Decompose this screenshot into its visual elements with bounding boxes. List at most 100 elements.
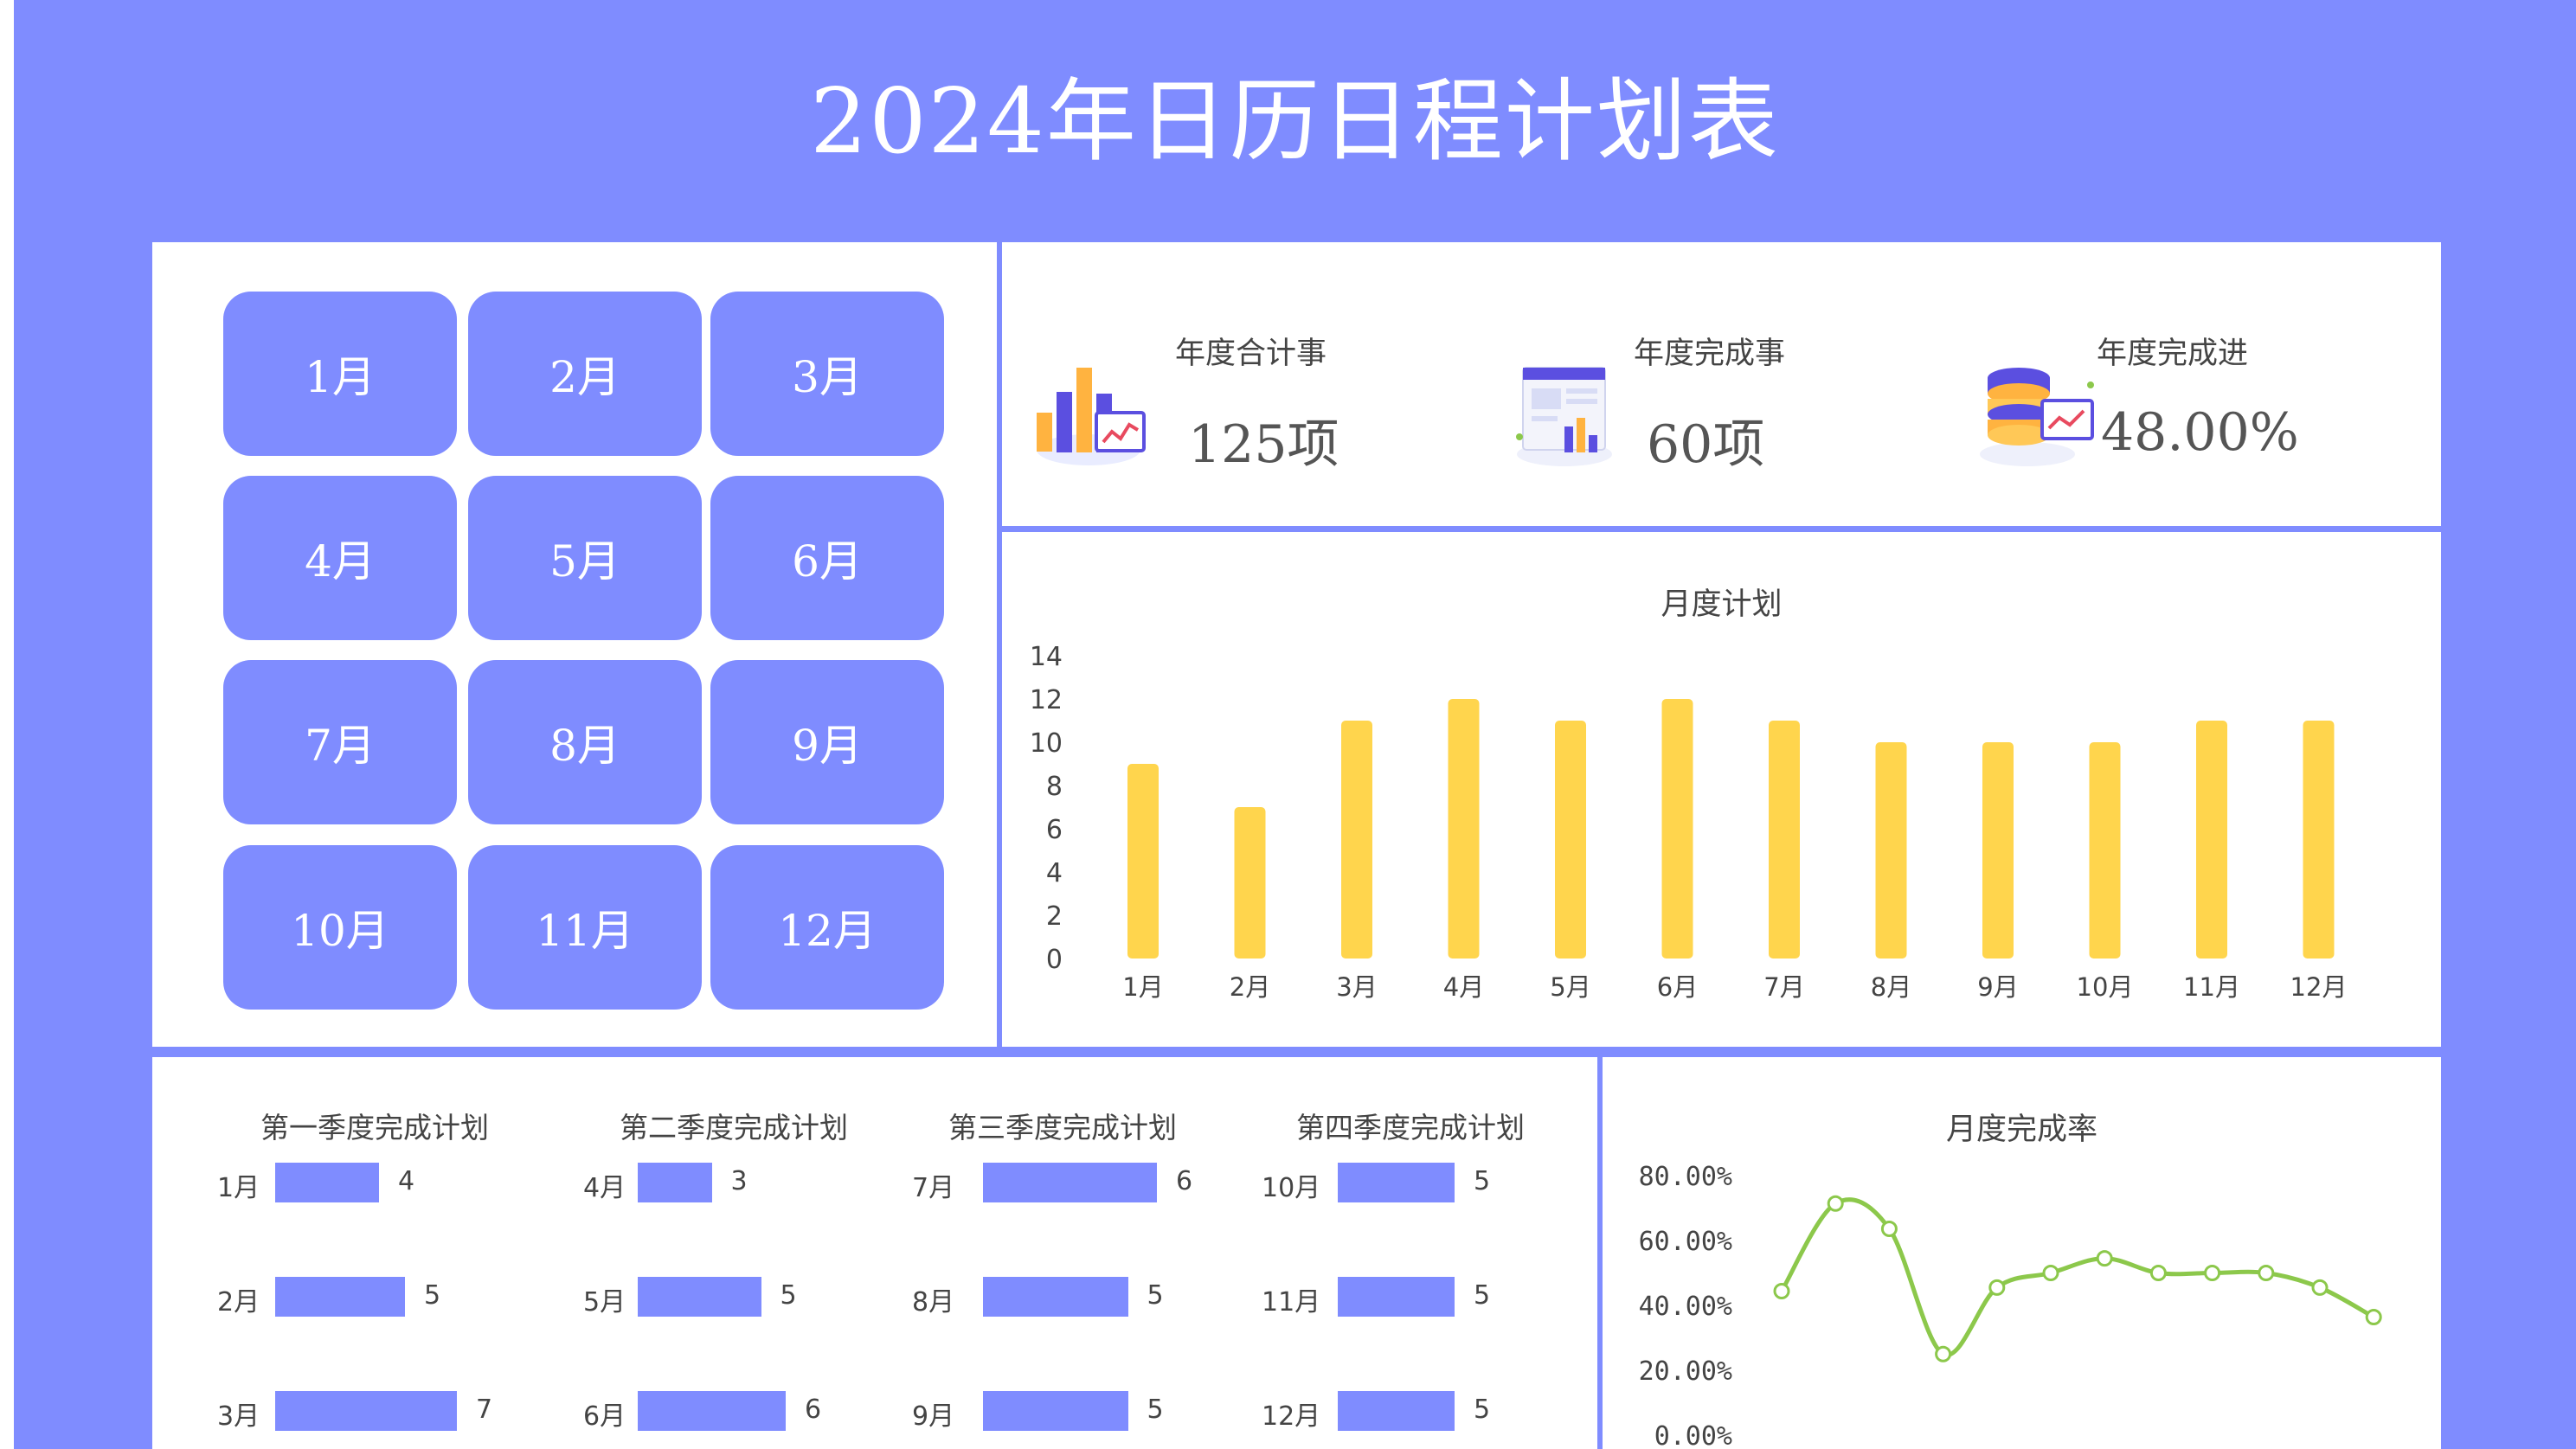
bar-chart-icon — [1037, 368, 1146, 465]
x-tick-label: 6月 — [1657, 972, 1698, 1002]
bar-3月 — [1341, 721, 1372, 959]
quarter-row-label: 4月 — [583, 1173, 626, 1203]
month-grid-panel: 1月 2月 3月 4月 5月 6月 7月 8月 9月 10月 11月 12月 — [152, 242, 997, 1047]
monthly-plan-chart: 0 2 4 6 8 10 12 14 1月 2月 3月 4月 5月 6月 7月 8月 9月 10月 11月 12月 — [1030, 642, 2348, 1002]
rate-point-6月 — [2042, 1265, 2059, 1281]
quarter-bar — [638, 1163, 712, 1202]
y-tick-label: 12 — [1030, 685, 1063, 715]
x-tick-label: 5月 — [1550, 972, 1590, 1002]
month-button-3[interactable]: 3月 — [710, 292, 944, 456]
month-button-7[interactable]: 7月 — [223, 660, 457, 824]
database-stack-icon — [1980, 368, 2094, 466]
quarter-bar — [983, 1391, 1128, 1431]
x-tick-label: 4月 — [1443, 972, 1484, 1002]
bar-10月 — [2089, 742, 2121, 959]
quarter-bar — [275, 1163, 379, 1202]
y-tick-label: 40.00% — [1639, 1292, 1732, 1322]
x-tick-label: 3月 — [1336, 972, 1377, 1002]
y-tick-label: 0 — [1046, 945, 1063, 975]
rate-point-1月 — [1773, 1283, 1790, 1299]
x-tick-label: 12月 — [2290, 972, 2348, 1002]
y-tick-label: 14 — [1030, 642, 1063, 672]
month-button-12[interactable]: 12月 — [710, 845, 944, 1010]
quarter-bar — [983, 1277, 1128, 1317]
kpi-completed-value: 60项 — [1647, 414, 1765, 475]
rate-point-9月 — [2204, 1265, 2221, 1281]
quarter-bar — [638, 1391, 786, 1431]
rate-point-5月 — [1988, 1279, 2006, 1296]
rate-point-11月 — [2311, 1279, 2329, 1296]
month-button-5[interactable]: 5月 — [468, 476, 702, 640]
kpi-progress-label: 年度完成进 — [2097, 337, 2249, 371]
rate-point-3月 — [1880, 1221, 1898, 1237]
quarter-bar-value: 5 — [1474, 1166, 1491, 1196]
bar-4月 — [1448, 699, 1480, 959]
quarter-row-label: 2月 — [217, 1287, 260, 1318]
quarter-bar-value: 5 — [1147, 1395, 1164, 1425]
quarter-row-label: 1月 — [217, 1173, 260, 1203]
month-button-2[interactable]: 2月 — [468, 292, 702, 456]
bar-5月 — [1555, 721, 1586, 959]
x-tick-label: 1月 — [1122, 972, 1163, 1002]
quarter-bar — [1338, 1163, 1455, 1202]
kpi-total-label: 年度合计事 — [1175, 337, 1327, 371]
quarter-bar-value: 5 — [1474, 1395, 1491, 1425]
y-tick-label: 6 — [1046, 815, 1063, 845]
bar-7月 — [1769, 721, 1800, 959]
rate-point-4月 — [1935, 1345, 1952, 1362]
y-tick-label: 20.00% — [1639, 1356, 1732, 1387]
bar-12月 — [2303, 721, 2335, 959]
quarter-bar — [275, 1277, 405, 1317]
dashboard-canvas: 2024年日历日程计划表 1月 2月 3月 4月 5月 6月 7月 8月 9月 10月 11月 12月… — [14, 0, 2576, 1449]
page-title: 2024年日历日程计划表 — [810, 68, 1780, 174]
y-tick-label: 4 — [1046, 858, 1063, 888]
quarter-bar-value: 3 — [730, 1166, 748, 1196]
quarter-row-label: 11月 — [1262, 1287, 1321, 1318]
rate-point-7月 — [2096, 1250, 2113, 1267]
rate-line — [1779, 1197, 2375, 1357]
quarter-row-label: 7月 — [912, 1173, 955, 1203]
quarter-bar-value: 6 — [805, 1395, 822, 1425]
kpi-completed: 年度完成事 60项 — [1478, 242, 1954, 526]
quarter-plan-panel: 第一季度完成计划 1月 4 2月 5 3月 7 第二季度完成计划 4月 3 5月 5 6月 6 第三季度完成… — [152, 1057, 1597, 1449]
quarter-row-label: 12月 — [1262, 1401, 1321, 1432]
quarter-bar — [1338, 1391, 1455, 1431]
x-tick-label: 2月 — [1230, 972, 1270, 1002]
quarter-bar-value: 5 — [780, 1280, 797, 1311]
month-button-8[interactable]: 8月 — [468, 660, 702, 824]
quarter-1-title: 第一季度完成计划 — [260, 1111, 489, 1144]
y-tick-label: 2 — [1046, 901, 1063, 932]
quarter-bar-value: 5 — [1474, 1280, 1491, 1311]
quarter-row-label: 10月 — [1262, 1173, 1321, 1203]
quarter-2-title: 第二季度完成计划 — [620, 1111, 848, 1144]
x-tick-label: 11月 — [2183, 972, 2240, 1002]
kpi-total: 年度合计事 125项 — [1002, 242, 1478, 526]
bar-11月 — [2196, 721, 2227, 959]
bar-8月 — [1875, 742, 1907, 959]
monthly-rate-panel: 月度完成率 0.00% 20.00% 40.00% 60.00% 80.00% — [1603, 1057, 2441, 1449]
month-button-6[interactable]: 6月 — [710, 476, 944, 640]
month-button-1[interactable]: 1月 — [223, 292, 457, 456]
y-tick-label: 60.00% — [1639, 1227, 1732, 1257]
bar-9月 — [1982, 742, 2014, 959]
quarter-3-title: 第三季度完成计划 — [948, 1111, 1177, 1144]
quarter-bar-value: 6 — [1176, 1166, 1193, 1196]
bar-6月 — [1661, 699, 1693, 959]
kpi-progress: 年度完成进 48.00% — [1954, 242, 2441, 526]
quarter-bar-value: 5 — [1147, 1280, 1164, 1311]
month-button-4[interactable]: 4月 — [223, 476, 457, 640]
month-button-10[interactable]: 10月 — [223, 845, 457, 1010]
month-button-11[interactable]: 11月 — [468, 845, 702, 1010]
rate-point-2月 — [1827, 1195, 1844, 1212]
y-tick-label: 8 — [1046, 772, 1063, 802]
bar-1月 — [1127, 764, 1159, 959]
x-tick-label: 7月 — [1763, 972, 1804, 1002]
quarter-row-label: 6月 — [583, 1401, 626, 1432]
y-tick-label: 0.00% — [1654, 1421, 1732, 1449]
quarter-row-label: 3月 — [217, 1401, 260, 1432]
monthly-plan-title: 月度计划 — [1661, 587, 1783, 622]
x-tick-label: 9月 — [1977, 972, 2018, 1002]
quarter-bar — [983, 1163, 1157, 1202]
quarter-row-label: 9月 — [912, 1401, 955, 1432]
month-button-9[interactable]: 9月 — [710, 660, 944, 824]
